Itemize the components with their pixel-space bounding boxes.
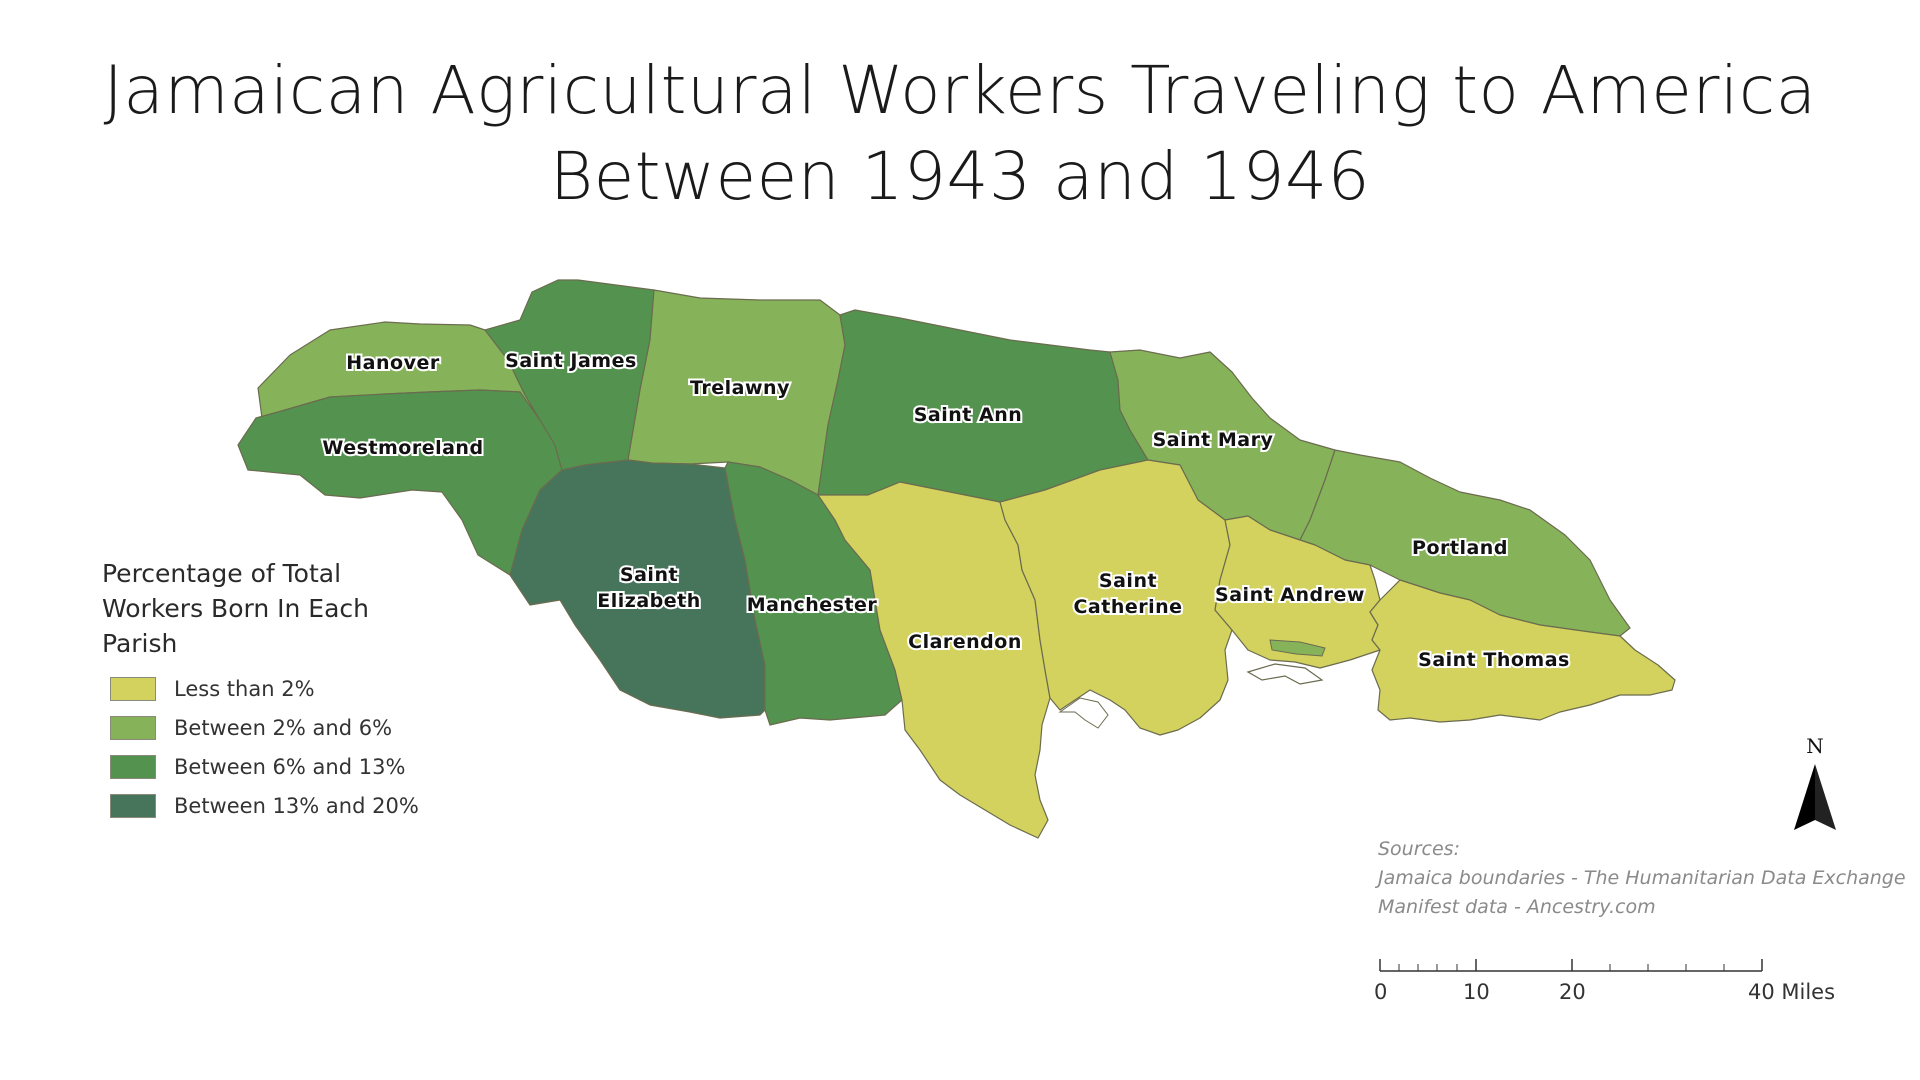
parish-label-saint-thomas: Saint Thomas — [1418, 649, 1570, 671]
sources-line-1: Jamaica boundaries - The Humanitarian Da… — [1378, 867, 1906, 889]
parish-saint-elizabeth[interactable] — [509, 459, 766, 719]
sources: Sources: Jamaica boundaries - The Humani… — [1378, 835, 1906, 922]
legend-title: Percentage of Total Workers Born In Each… — [102, 559, 369, 658]
parish-label-manchester: Manchester — [747, 594, 878, 616]
scale-bar-graphic — [1379, 959, 1763, 972]
north-letter: N — [1806, 734, 1824, 758]
title-line-2: Between 1943 and 1946 — [549, 138, 1371, 215]
legend-item-2-to-6: Between 2% and 6% — [102, 708, 419, 747]
scale-label-0: 0 — [1374, 980, 1388, 1004]
legend-swatch — [110, 715, 156, 740]
parish-saint-catherine[interactable] — [999, 459, 1233, 736]
parish-label-saint-elizabeth: Saint Elizabeth — [597, 564, 700, 612]
legend-label: Between 13% and 20% — [174, 793, 419, 818]
legend-item-6-to-13: Between 6% and 13% — [102, 747, 419, 786]
parish-label-saint-ann: Saint Ann — [914, 404, 1023, 426]
coastline-details — [1058, 639, 1326, 729]
parish-label-trelawny: Trelawny — [690, 377, 790, 399]
north-arrow-icon — [1794, 764, 1836, 830]
north-arrow: N — [1790, 734, 1840, 834]
parish-westmoreland[interactable] — [237, 389, 563, 576]
legend: Percentage of Total Workers Born In Each… — [102, 556, 419, 825]
sources-heading: Sources: — [1378, 838, 1460, 860]
parish-label-westmoreland: Westmoreland — [322, 437, 483, 459]
scale-label-40-miles: 40 Miles — [1748, 980, 1836, 1004]
legend-item-less-than-2: Less than 2% — [102, 669, 419, 708]
legend-swatch — [110, 754, 156, 779]
parish-label-saint-andrew: Saint Andrew — [1215, 584, 1365, 606]
parish-label-portland: Portland — [1412, 537, 1508, 559]
parish-saint-thomas[interactable] — [1369, 579, 1676, 723]
scale-bar: 0 10 20 40 Miles — [1370, 955, 1835, 1015]
scale-label-20: 20 — [1559, 980, 1586, 1004]
parish-label-saint-james: Saint James — [505, 350, 637, 372]
legend-label: Between 2% and 6% — [174, 715, 393, 740]
parish-label-clarendon: Clarendon — [908, 631, 1022, 653]
portland-bight-bay — [1058, 697, 1109, 729]
parish-label-hanover: Hanover — [346, 352, 440, 374]
palisadoes-spit — [1269, 639, 1326, 657]
legend-swatch — [110, 676, 156, 701]
legend-swatch — [110, 793, 156, 818]
parish-label-saint-mary: Saint Mary — [1153, 429, 1274, 451]
legend-item-13-to-20: Between 13% and 20% — [102, 786, 419, 825]
legend-label: Less than 2% — [174, 676, 315, 701]
title-line-1: Jamaican Agricultural Workers Traveling … — [103, 52, 1817, 129]
kingston-harbour-water — [1246, 663, 1324, 685]
scale-label-10: 10 — [1463, 980, 1490, 1004]
sources-line-2: Manifest data - Ancestry.com — [1378, 896, 1656, 918]
legend-label: Between 6% and 13% — [174, 754, 406, 779]
map-title: Jamaican Agricultural Workers Traveling … — [0, 48, 1920, 220]
parish-label-saint-catherine: Saint Catherine — [1073, 570, 1182, 618]
